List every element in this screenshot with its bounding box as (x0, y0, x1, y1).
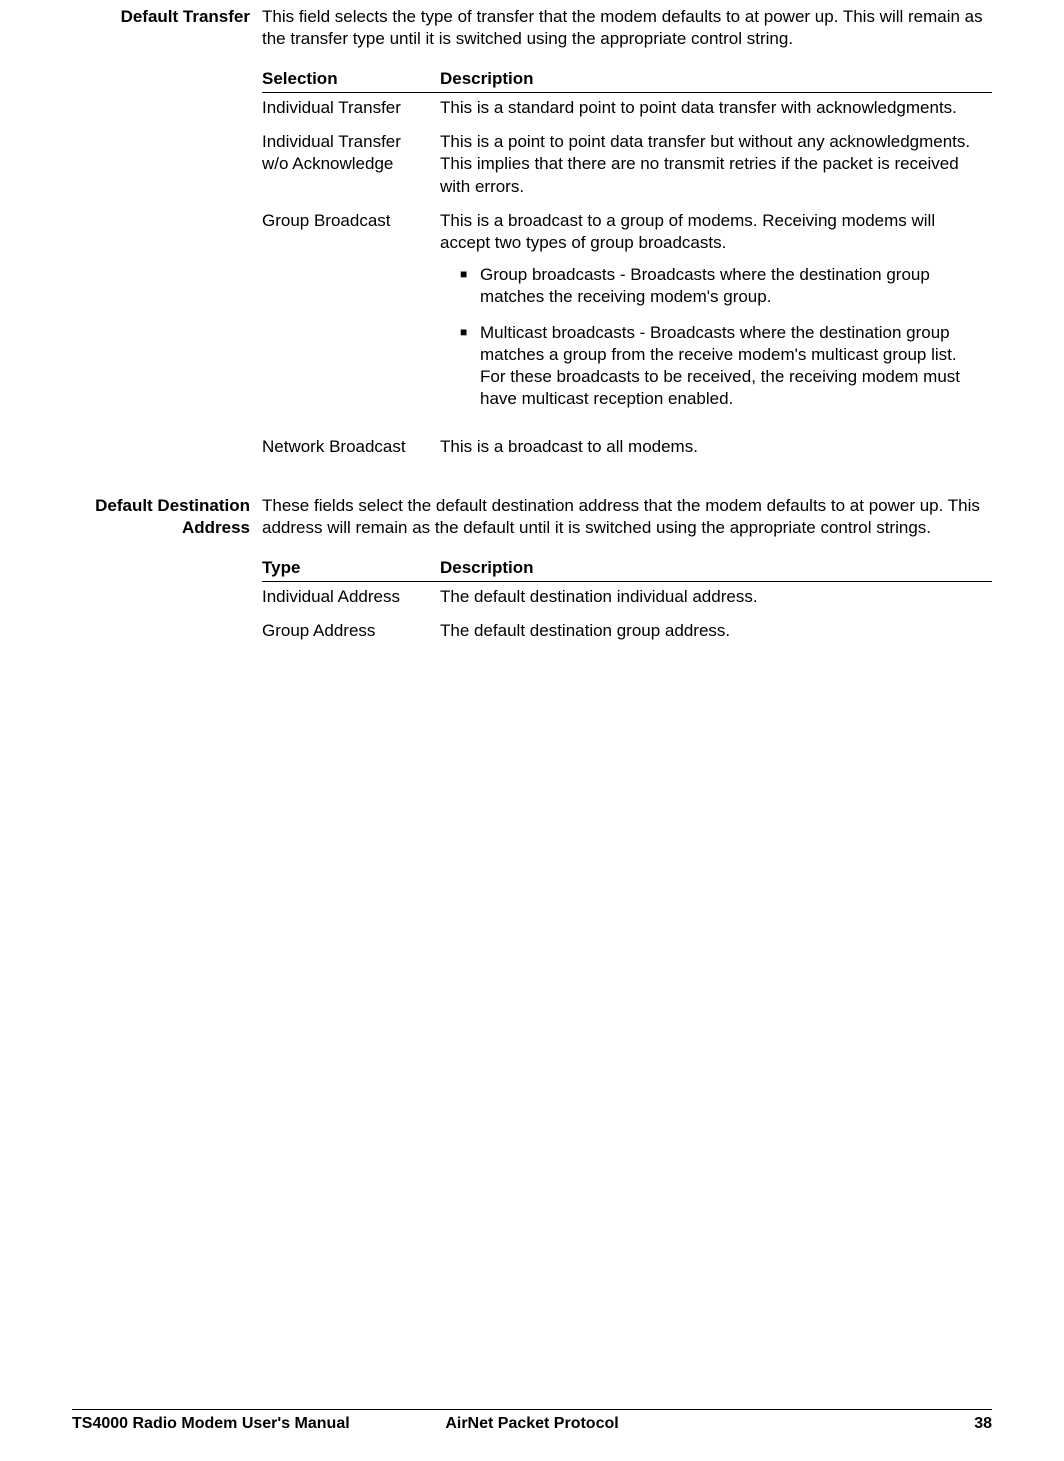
table-row: Group Broadcast This is a broadcast to a… (262, 206, 992, 433)
table-row: Group Address The default destination gr… (262, 616, 992, 650)
section-default-transfer: Default Transfer This field selects the … (72, 6, 992, 467)
section-body-default-transfer: This field selects the type of transfer … (262, 6, 992, 467)
table-default-destination-address: Type Description Individual Address The … (262, 557, 992, 650)
page-footer: TS4000 Radio Modem User's Manual AirNet … (72, 1414, 992, 1435)
cell-description: This is a standard point to point data t… (440, 93, 992, 128)
intro-default-transfer: This field selects the type of transfer … (262, 6, 992, 50)
list-item: Multicast broadcasts - Broadcasts where … (462, 322, 984, 410)
cell-description: This is a broadcast to all modems. (440, 432, 992, 466)
col-header-description: Description (440, 68, 992, 93)
cell-type: Group Address (262, 616, 440, 650)
cell-selection: Individual Transfer (262, 93, 440, 128)
cell-selection: Group Broadcast (262, 206, 440, 433)
col-header-type: Type (262, 557, 440, 582)
footer-right: 38 (685, 1414, 992, 1435)
cell-selection: Network Broadcast (262, 432, 440, 466)
cell-type: Individual Address (262, 581, 440, 616)
section-label-default-destination-address: Default Destination Address (72, 495, 262, 650)
cell-description: The default destination individual addre… (440, 581, 992, 616)
table-row: Individual Address The default destinati… (262, 581, 992, 616)
col-header-selection: Selection (262, 68, 440, 93)
table-default-transfer: Selection Description Individual Transfe… (262, 68, 992, 466)
section-body-default-destination-address: These fields select the default destinat… (262, 495, 992, 650)
table-row: Individual Transfer This is a standard p… (262, 93, 992, 128)
footer-center: AirNet Packet Protocol (379, 1414, 686, 1435)
footer-rule (72, 1409, 992, 1410)
section-label-default-transfer: Default Transfer (72, 6, 262, 467)
cell-description: This is a broadcast to a group of modems… (440, 206, 992, 433)
bullet-list-group-broadcast: Group broadcasts - Broadcasts where the … (440, 264, 984, 411)
section-default-destination-address: Default Destination Address These fields… (72, 495, 992, 650)
col-header-description: Description (440, 557, 992, 582)
cell-description-text: This is a broadcast to a group of modems… (440, 211, 935, 252)
list-item: Group broadcasts - Broadcasts where the … (462, 264, 984, 308)
cell-description: This is a point to point data transfer b… (440, 127, 992, 205)
table-row: Individual Transfer w/o Acknowledge This… (262, 127, 992, 205)
table-row: Network Broadcast This is a broadcast to… (262, 432, 992, 466)
cell-description: The default destination group address. (440, 616, 992, 650)
intro-default-destination-address: These fields select the default destinat… (262, 495, 992, 539)
footer-left: TS4000 Radio Modem User's Manual (72, 1414, 379, 1435)
cell-selection: Individual Transfer w/o Acknowledge (262, 127, 440, 205)
